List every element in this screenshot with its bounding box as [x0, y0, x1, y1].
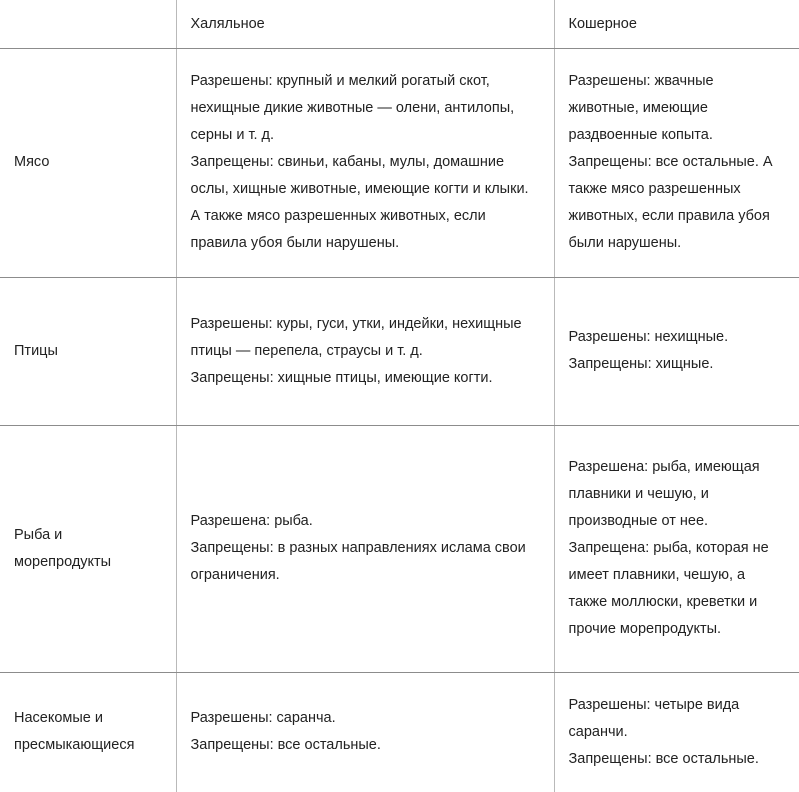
row-category-cell: Мясо	[0, 48, 177, 278]
row-halal-cell: Разрешены: куры, гуси, утки, индейки, не…	[176, 277, 555, 426]
row-halal-text: Разрешена: рыба. Запрещены: в разных нап…	[190, 513, 526, 583]
row-category-cell: Насекомые и пресмыкающиеся	[0, 672, 177, 792]
row-kosher-text: Разрешены: четыре вида саранчи. Запрещен…	[568, 696, 759, 767]
table-row: Рыба и морепродукты Разрешена: рыба. Зап…	[0, 425, 799, 673]
row-halal-text: Разрешены: куры, гуси, утки, индейки, не…	[190, 315, 522, 386]
row-kosher-cell: Разрешены: жвачные животные, имеющие раз…	[554, 48, 799, 278]
column-header-kosher: Кошерное	[554, 0, 799, 49]
row-category-cell: Рыба и морепродукты	[0, 425, 177, 673]
row-category-label: Птицы	[14, 342, 58, 359]
row-kosher-text: Разрешена: рыба, имеющая плавники и чешу…	[568, 459, 769, 637]
row-halal-cell: Разрешены: саранча. Запрещены: все остал…	[176, 672, 555, 792]
row-halal-cell: Разрешены: крупный и мелкий рогатый скот…	[176, 48, 555, 278]
row-kosher-cell: Разрешена: рыба, имеющая плавники и чешу…	[554, 425, 799, 673]
column-header-kosher-label: Кошерное	[568, 15, 637, 32]
column-header-category	[0, 0, 177, 49]
row-halal-text: Разрешены: саранча. Запрещены: все остал…	[190, 710, 381, 754]
table-row: Птицы Разрешены: куры, гуси, утки, индей…	[0, 277, 799, 426]
table-header-row: Халяльное Кошерное	[0, 0, 799, 49]
row-halal-text: Разрешены: крупный и мелкий рогатый скот…	[190, 73, 529, 251]
table-header: Халяльное Кошерное	[0, 0, 799, 49]
row-kosher-text: Разрешены: нехищные. Запрещены: хищные.	[568, 329, 729, 372]
row-category-cell: Птицы	[0, 277, 177, 426]
row-category-label: Насекомые и пресмыкающиеся	[14, 710, 135, 754]
table-row: Мясо Разрешены: крупный и мелкий рогатый…	[0, 48, 799, 278]
row-kosher-cell: Разрешены: нехищные. Запрещены: хищные.	[554, 277, 799, 426]
row-category-label: Мясо	[14, 154, 50, 170]
column-header-halal: Халяльное	[176, 0, 555, 49]
table-body: Мясо Разрешены: крупный и мелкий рогатый…	[0, 48, 799, 792]
row-kosher-cell: Разрешены: четыре вида саранчи. Запрещен…	[554, 672, 799, 792]
row-category-label: Рыба и морепродукты	[14, 526, 112, 570]
row-kosher-text: Разрешены: жвачные животные, имеющие раз…	[568, 73, 773, 251]
row-halal-cell: Разрешена: рыба. Запрещены: в разных нап…	[176, 425, 555, 673]
column-header-halal-label: Халяльное	[190, 15, 265, 32]
table-row: Насекомые и пресмыкающиеся Разрешены: са…	[0, 672, 799, 792]
